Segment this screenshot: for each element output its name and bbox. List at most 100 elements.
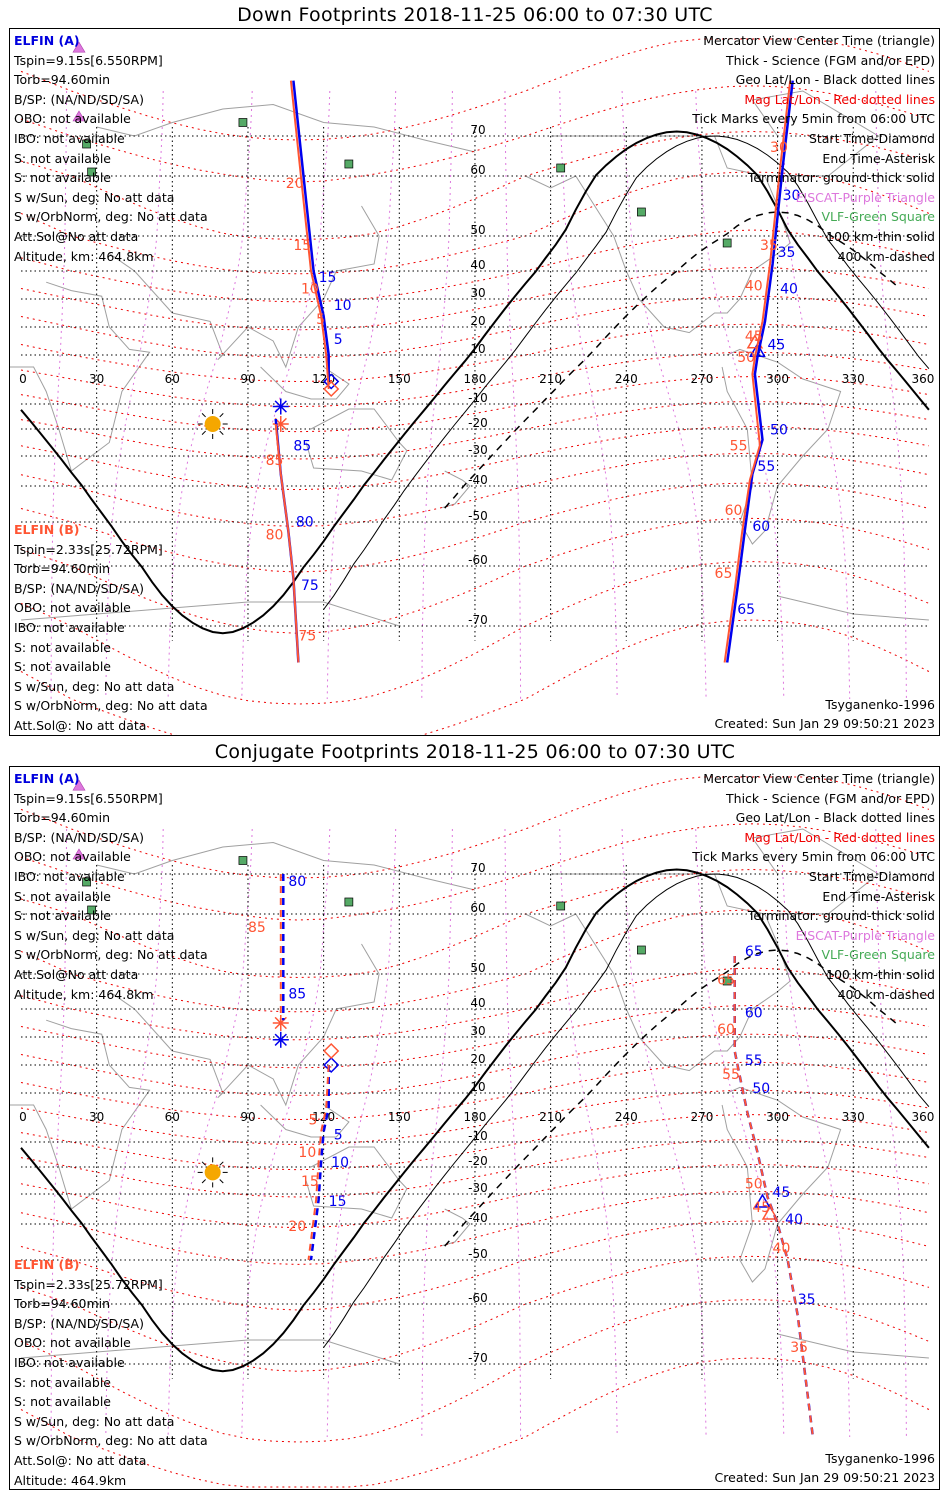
lat-tick-label: -40 <box>468 473 488 487</box>
lon-tick-label: 0 <box>19 1110 27 1124</box>
lat-tick-label: 60 <box>470 901 485 915</box>
satellite-name: ELFIN (B) <box>14 1257 80 1272</box>
track-tick-label: 45 <box>752 1200 770 1216</box>
track-tick-label: 45 <box>745 329 763 345</box>
track-tick-label: 80 <box>288 874 306 890</box>
mag-lon-line <box>780 828 851 1438</box>
info-line: S w/OrbNorm, deg: No att data <box>14 1433 208 1449</box>
mag-lat-line <box>20 1299 930 1443</box>
track-tick-label: 80 <box>296 514 314 530</box>
vlf-station-square <box>637 945 646 955</box>
footprint-track-a <box>725 80 794 663</box>
legend-entry: 100 km-thin solid <box>826 228 935 244</box>
info-line: S w/Sun, deg: No att data <box>14 1413 175 1429</box>
legend: Mercator View Center Time (triangle) Thic… <box>692 31 935 266</box>
eiscat-triangle <box>72 41 86 53</box>
info-line: S: not available <box>14 170 111 186</box>
vlf-station-square <box>238 118 248 127</box>
lon-tick-label: 210 <box>539 1110 562 1124</box>
coastline-2 <box>10 1019 151 1210</box>
lat-tick-label: 70 <box>470 861 485 875</box>
mag-lon-line <box>50 90 68 700</box>
vlf-station-square <box>637 207 646 217</box>
legend-entry: Tick Marks every 5min from 06:00 UTC <box>692 111 935 127</box>
sun-ray <box>201 1161 206 1166</box>
elfin-a-info: ELFIN (A) Tspin=9.15s[6.550RPM] Torb=94.60… <box>14 31 208 266</box>
track-tick-label: 10 <box>334 298 352 314</box>
lon-tick-label: 90 <box>240 1110 255 1124</box>
lon-tick-label: 150 <box>388 1110 411 1124</box>
footprint-track-a <box>292 80 330 382</box>
mag-lon-line <box>421 90 453 700</box>
legend-entry: End Time-Asterisk <box>822 888 935 904</box>
track-tick-label: 5 <box>309 1113 318 1129</box>
lon-tick-label: 240 <box>615 1110 638 1124</box>
mag-lat-line <box>20 776 930 879</box>
coastline-3 <box>305 1146 408 1219</box>
vlf-station-square <box>722 976 732 986</box>
lon-tick-label: 30 <box>89 1110 104 1124</box>
track-tick-label: 40 <box>745 279 763 295</box>
coastline-1 <box>109 943 380 1107</box>
track-tick-label: 60 <box>752 519 770 535</box>
lon-tick-label: 300 <box>766 1110 789 1124</box>
sun-disc <box>204 416 221 432</box>
lon-tick-label: 180 <box>464 1110 487 1124</box>
lat-tick-label: 70 <box>470 123 485 137</box>
end-time-asterisk <box>272 398 289 415</box>
start-time-diamond <box>323 373 340 390</box>
lon-tick-label: 360 <box>911 372 934 386</box>
footprint-track-b <box>307 1064 330 1261</box>
track-tick-label: 40 <box>785 1212 803 1228</box>
info-line: IBO: not available <box>14 868 125 884</box>
track-tick-label: 35 <box>798 1292 816 1308</box>
lat-tick-label: 40 <box>470 996 485 1010</box>
vlf-station-square <box>238 856 248 865</box>
info-line: S w/OrbNorm, deg: No att data <box>14 698 208 714</box>
eiscat-triangle <box>72 779 86 791</box>
terminator-400km <box>444 949 900 1247</box>
lat-tick-label: -70 <box>468 1351 488 1365</box>
track-tick-label: 15 <box>293 238 311 254</box>
satellite-name: ELFIN (A) <box>14 771 80 786</box>
info-line: S w/OrbNorm, deg: No att data <box>14 209 208 225</box>
track-tick-label: 85 <box>288 987 306 1003</box>
legend-entry: Mag Lat/Lon - Red dotted lines <box>744 829 935 845</box>
info-line: Tspin=2.33s[25.72RPM] <box>14 1276 163 1292</box>
info-line: S: not available <box>14 888 111 904</box>
lat-tick-label: -30 <box>468 1181 488 1195</box>
info-line: Torb=94.60min <box>14 72 111 88</box>
legend-entry: Tick Marks every 5min from 06:00 UTC <box>692 849 935 865</box>
title-conjugate: Conjugate Footprints 2018-11-25 06:00 to… <box>214 741 736 763</box>
sun-ray <box>201 413 206 418</box>
mag-lat-line <box>20 452 930 527</box>
track-tick-label: 45 <box>773 1185 791 1201</box>
end-time-asterisk <box>272 1031 289 1048</box>
legend-entry: Start Time-Diamond <box>808 130 935 146</box>
sun-ray <box>219 1161 224 1166</box>
lon-tick-label: 180 <box>464 372 487 386</box>
start-time-diamond <box>323 1042 340 1060</box>
track-tick-label: 85 <box>248 920 266 936</box>
info-line: S w/Sun, deg: No att data <box>14 927 175 943</box>
legend-entry: EISCAT-Purple Triangle <box>795 927 935 943</box>
sun-ray <box>219 430 224 435</box>
lon-tick-label: 270 <box>690 372 713 386</box>
info-line: S w/Sun, deg: No att data <box>14 678 175 694</box>
info-line: Tspin=9.15s[6.550RPM] <box>14 790 163 806</box>
map-canvas: 0 30 60 90 120 150 180 210 240 270 300 330 360706050… <box>10 776 934 1488</box>
map-panel-conjugate: 0 30 60 90 120 150 180 210 240 270 300 330 360 70 60 50… <box>9 766 940 1490</box>
lat-tick-label: 40 <box>470 258 485 272</box>
lat-tick-label: -30 <box>468 443 488 457</box>
mag-lat-line <box>20 517 930 634</box>
legend-entry: Terminator: ground-thick solid <box>747 170 935 186</box>
mag-lon-line <box>504 90 522 700</box>
info-line: OBO: not available <box>14 1335 131 1351</box>
track-tick-label: 30 <box>770 140 788 156</box>
sun-icon <box>197 409 228 439</box>
vlf-station-square <box>87 905 96 915</box>
lon-tick-label: 300 <box>766 372 789 386</box>
info-line: S: not available <box>14 908 111 924</box>
geo-lat-lon-grid <box>21 127 929 641</box>
legend-entry: Thick - Science (FGM and/or EPD) <box>726 790 935 806</box>
